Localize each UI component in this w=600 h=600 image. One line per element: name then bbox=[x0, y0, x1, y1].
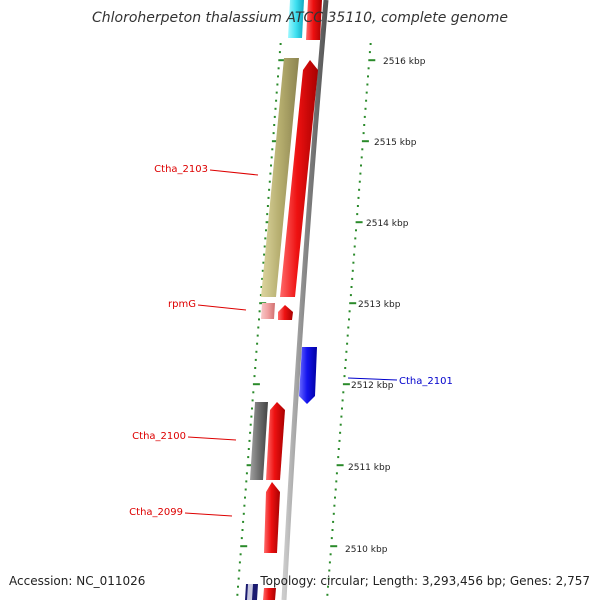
gene-label-text: Ctha_2099 bbox=[129, 507, 183, 518]
scale-label-2513: 2513 kbp bbox=[358, 300, 401, 310]
gene-label-text: Ctha_2100 bbox=[132, 431, 186, 442]
scale-label-2510: 2510 kbp bbox=[345, 545, 388, 555]
genome-stats-text: Topology: circular; Length: 3,293,456 bp… bbox=[260, 574, 590, 588]
gene-label-ctha-2101[interactable]: Ctha_2101 bbox=[347, 376, 453, 387]
scale-label-2515: 2515 kbp bbox=[374, 138, 417, 148]
feature-red-rpmg[interactable] bbox=[278, 305, 293, 320]
feature-red-ctha-2100[interactable] bbox=[266, 402, 285, 480]
feature-cyan-top[interactable] bbox=[288, 0, 304, 38]
feature-blue-ctha-2101[interactable] bbox=[299, 347, 317, 404]
gene-label-rpmg[interactable]: rpmG bbox=[168, 299, 247, 311]
feature-pink-rpmg[interactable] bbox=[261, 303, 275, 319]
scale-label-2516: 2516 kbp bbox=[383, 57, 426, 67]
feature-red-ctha-2103[interactable] bbox=[280, 60, 318, 297]
scale-label-2514: 2514 kbp bbox=[366, 219, 409, 229]
gene-label-text: rpmG bbox=[168, 299, 196, 310]
genome-title: Chloroherpeton thalassium ATCC 35110, co… bbox=[92, 10, 508, 26]
feature-red-ctha-2099[interactable] bbox=[264, 482, 280, 553]
scale-labels: 2516 kbp 2515 kbp 2514 kbp 2513 kbp 2512… bbox=[345, 57, 426, 555]
feature-red-bottom[interactable] bbox=[263, 588, 276, 600]
outer-tick-marks bbox=[326, 43, 376, 596]
genome-backbone bbox=[281, 0, 329, 600]
scale-label-2512: 2512 kbp bbox=[351, 381, 394, 391]
scale-label-2511: 2511 kbp bbox=[348, 463, 391, 473]
gene-label-ctha-2100[interactable]: Ctha_2100 bbox=[132, 431, 237, 442]
feature-navy-bottom[interactable] bbox=[245, 584, 258, 600]
accession-text: Accession: NC_011026 bbox=[9, 574, 146, 588]
gene-label-text: Ctha_2101 bbox=[399, 376, 453, 387]
gene-label-text: Ctha_2103 bbox=[154, 164, 208, 175]
gene-label-ctha-2099[interactable]: Ctha_2099 bbox=[129, 507, 233, 518]
feature-khaki-ctha-2103[interactable] bbox=[261, 58, 299, 297]
feature-red-top[interactable] bbox=[306, 0, 322, 40]
gene-label-ctha-2103[interactable]: Ctha_2103 bbox=[154, 164, 259, 176]
feature-gray-ctha-2100[interactable] bbox=[250, 402, 268, 480]
